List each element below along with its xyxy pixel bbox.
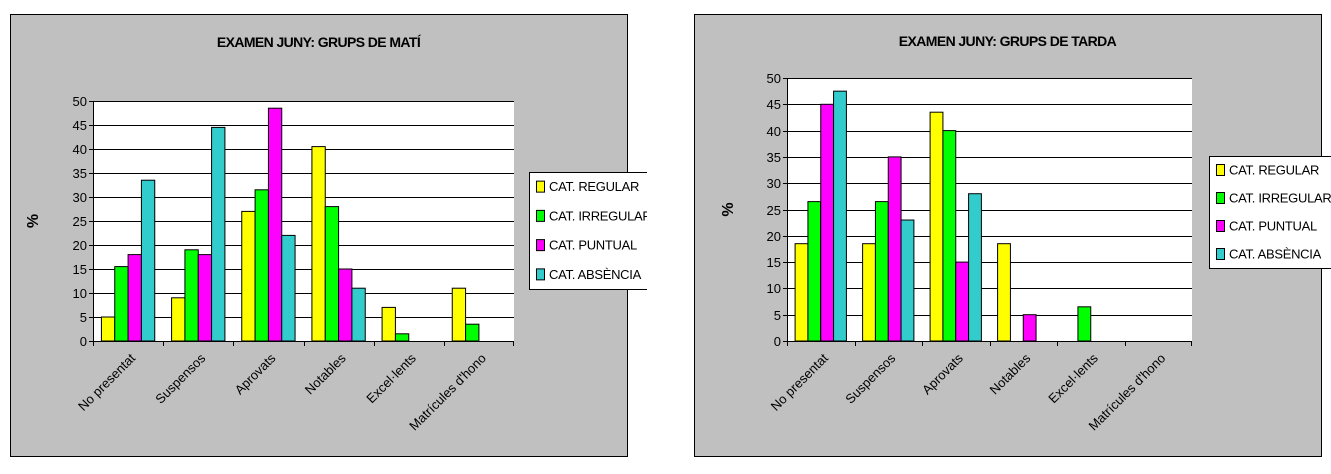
legend-swatch <box>536 209 545 222</box>
bar <box>324 206 340 342</box>
bar <box>955 261 970 342</box>
bar <box>942 130 957 342</box>
bar <box>100 316 116 342</box>
bar <box>900 219 915 342</box>
chart-grups-tarda: EXAMEN JUNY: GRUPS DE TARDA 0 5 10 15 20 25 30 3… <box>694 14 1331 457</box>
chart-grups-mati: EXAMEN JUNY: GRUPS DE MATÍ 0 5 10 15 20 25 30 35… <box>10 14 647 457</box>
y-tick-label: 25 <box>73 214 87 229</box>
bar <box>171 297 186 342</box>
legend <box>529 172 647 290</box>
legend-swatch <box>536 239 545 252</box>
plot-area <box>787 78 1192 341</box>
y-tick-label: 40 <box>73 142 87 157</box>
bar <box>833 90 847 342</box>
chart-title: EXAMEN JUNY: GRUPS DE MATÍ <box>217 34 422 50</box>
legend-label: CAT. REGULAR <box>1229 163 1319 178</box>
legend-label: CAT. IRREGULAR <box>549 208 647 223</box>
y-tick-label: 50 <box>767 71 781 86</box>
y-axis-label: % <box>720 202 737 216</box>
y-tick-label: 30 <box>73 190 87 205</box>
bar <box>394 333 410 342</box>
y-tick-label: 10 <box>73 286 87 301</box>
bar <box>997 243 1011 342</box>
bar <box>1022 314 1037 342</box>
legend-swatch <box>1216 220 1225 232</box>
y-tick-label: 0 <box>774 334 781 349</box>
y-tick-label: 15 <box>767 255 781 270</box>
bar <box>184 249 199 342</box>
legend-label: CAT. PUNTUAL <box>1229 219 1317 234</box>
bar <box>311 146 326 342</box>
bar <box>794 243 809 342</box>
legend-swatch <box>536 268 545 281</box>
y-tick-label: 5 <box>80 310 87 325</box>
y-axis-label: % <box>25 214 42 228</box>
bar <box>254 189 269 342</box>
bar <box>351 287 366 342</box>
legend <box>1209 156 1331 269</box>
legend-swatch <box>1216 248 1225 260</box>
bar <box>381 306 396 342</box>
bar <box>241 210 256 342</box>
legend-swatch <box>1216 192 1225 204</box>
y-tick-label: 50 <box>73 94 87 109</box>
bar <box>211 126 226 342</box>
bar <box>451 287 467 342</box>
y-tick-label: 20 <box>73 238 87 253</box>
bar <box>968 193 982 342</box>
legend-label: CAT. REGULAR <box>549 179 639 194</box>
bar <box>862 243 876 342</box>
bar <box>197 254 213 342</box>
y-tick-label: 35 <box>73 166 87 181</box>
legend-label: CAT. ABSÈNCIA <box>549 267 642 282</box>
y-tick-label: 5 <box>774 308 781 323</box>
legend-swatch <box>1216 164 1225 176</box>
y-tick-label: 0 <box>80 334 87 349</box>
y-tick-label: 35 <box>767 150 781 165</box>
y-tick-label: 40 <box>767 124 781 139</box>
chart-title: EXAMEN JUNY: GRUPS DE TARDA <box>899 33 1117 49</box>
bar <box>267 107 283 342</box>
legend-label: CAT. ABSÈNCIA <box>1229 247 1322 262</box>
bar <box>1077 306 1092 342</box>
bar <box>338 268 353 342</box>
bar <box>114 266 129 342</box>
bar <box>929 111 944 342</box>
bar <box>874 201 889 342</box>
bar <box>807 201 822 342</box>
bar <box>140 179 156 342</box>
y-tick-label: 20 <box>767 229 781 244</box>
y-tick-label: 10 <box>767 281 781 296</box>
y-tick-label: 15 <box>73 262 87 277</box>
bar <box>887 156 902 342</box>
bar <box>281 234 296 342</box>
y-tick-label: 45 <box>767 97 781 112</box>
y-tick-label: 45 <box>73 118 87 133</box>
bar <box>465 323 480 342</box>
bar <box>820 103 835 342</box>
bar <box>127 254 142 342</box>
legend-swatch <box>536 180 545 193</box>
legend-label: CAT. PUNTUAL <box>549 238 637 253</box>
legend-label: CAT. IRREGULAR <box>1229 191 1331 206</box>
y-tick-label: 25 <box>767 203 781 218</box>
y-tick-label: 30 <box>767 176 781 191</box>
